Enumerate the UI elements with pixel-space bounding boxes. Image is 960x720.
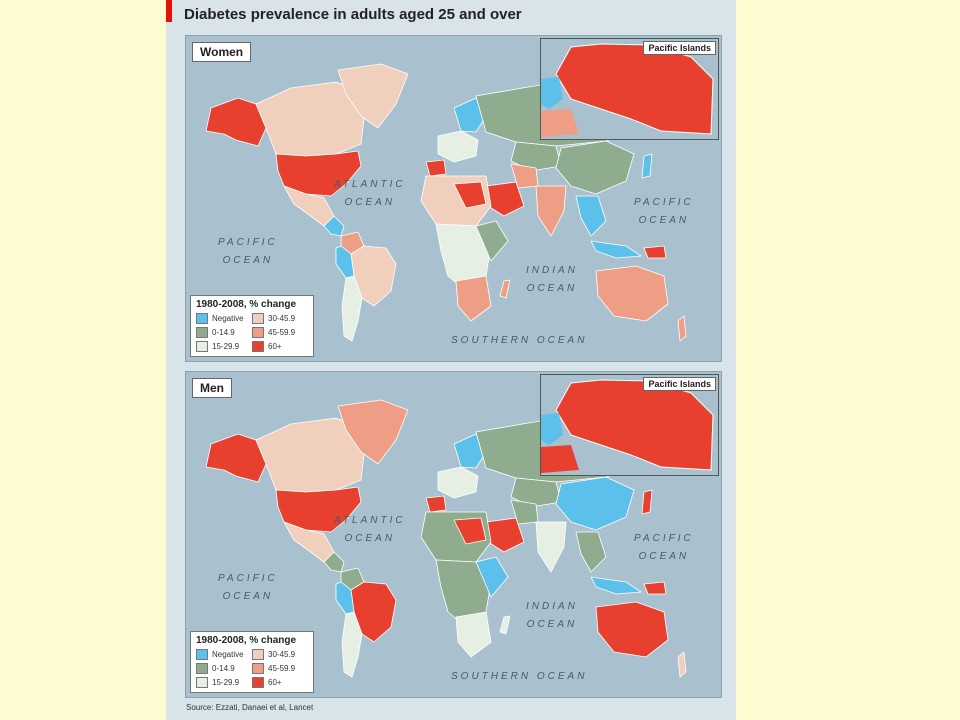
legend-item-15-29: 15-29.9 [196,341,248,352]
ocean-label-pacific-west: PACIFIC OCEAN [218,237,278,266]
region-new-zealand [677,651,687,678]
ocean-label-pacific-west: PACIFIC OCEAN [218,573,278,602]
region-central-america [323,551,345,573]
region-canada [255,417,369,493]
inset-map-women [541,43,714,137]
region-madagascar [499,615,511,635]
region-australia [595,601,669,658]
region-southern-cone [341,275,363,342]
legend-item-0-14: 0-14.9 [196,327,248,338]
region-central-america [323,215,345,237]
region-china [555,140,635,195]
region-southern-africa [455,275,492,322]
region-east-africa [475,556,509,598]
region-japan [641,489,653,515]
region-southern-africa [455,611,492,658]
region-alaska [205,97,267,147]
region-southeast-asia [575,531,607,573]
region-northern-europe [453,433,487,469]
ocean-label-indian: INDIAN OCEAN [526,601,578,630]
inset-australia-shape [541,109,579,137]
legend-item-45-59: 45-59.9 [252,663,304,674]
legend-men: 1980-2008, % change Negative 30-45.9 0-1… [190,631,314,693]
region-iberia [425,495,447,513]
region-india [535,185,567,237]
region-usa [275,150,362,197]
legend-title: 1980-2008, % change [196,299,297,310]
panel-label-men: Men [192,378,232,398]
region-indonesia [590,576,642,595]
region-greenland [337,63,409,129]
inset-asia-shape [541,77,563,109]
region-western-europe [437,130,479,163]
region-east-africa [475,220,509,262]
region-western-europe [437,466,479,499]
legend-item-45-59: 45-59.9 [252,327,304,338]
region-australia [595,265,669,322]
region-northern-europe [453,97,487,133]
legend-item-0-14: 0-14.9 [196,663,248,674]
region-libya-egypt [453,181,487,209]
legend-item-30-45: 30-45.9 [252,313,304,324]
inset-label-men: Pacific Islands [643,377,716,391]
legend-item-60-plus: 60+ [252,341,304,352]
legend-item-30-45: 30-45.9 [252,649,304,660]
region-central-asia [510,477,562,508]
region-indonesia [590,240,642,259]
inset-pacific-islands-women: Pacific Islands [540,38,719,140]
region-southeast-asia [575,195,607,237]
inset-australia-shape [541,445,579,473]
region-india [535,521,567,573]
ocean-label-pacific-east: PACIFIC OCEAN [634,197,694,226]
inset-label-women: Pacific Islands [643,41,716,55]
region-japan [641,153,653,179]
region-southern-cone [341,611,363,678]
source-note: Source: Ezzati, Danaei et al, Lancet [186,703,314,712]
inset-islands-shape [555,43,714,135]
region-libya-egypt [453,517,487,545]
region-new-zealand [677,315,687,342]
region-greenland [337,399,409,465]
region-papua [643,245,667,259]
legend-item-negative: Negative [196,649,248,660]
inset-map-men [541,379,714,473]
ocean-label-atlantic: ATLANTIC OCEAN [334,515,406,544]
panel-label-women: Women [192,42,252,62]
region-alaska [205,433,267,483]
region-iberia [425,159,447,177]
legend-title: 1980-2008, % change [196,635,297,646]
region-usa [275,486,362,533]
inset-islands-shape [555,379,714,471]
ocean-label-pacific-east: PACIFIC OCEAN [634,533,694,562]
region-papua [643,581,667,595]
inset-pacific-islands-men: Pacific Islands [540,374,719,476]
inset-asia-shape [541,413,563,445]
legend-item-60-plus: 60+ [252,677,304,688]
legend-women: 1980-2008, % change Negative 30-45.9 0-1… [190,295,314,357]
legend-item-15-29: 15-29.9 [196,677,248,688]
region-canada [255,81,369,157]
accent-bar [166,0,172,22]
region-china [555,476,635,531]
figure-title: Diabetes prevalence in adults aged 25 an… [184,6,522,23]
region-madagascar [499,279,511,299]
ocean-label-indian: INDIAN OCEAN [526,265,578,294]
ocean-label-southern: SOUTHERN OCEAN [451,335,588,346]
legend-item-negative: Negative [196,313,248,324]
map-panel-men: Pacific Islands Men ATLANTIC OCEAN PACIFI… [185,371,722,698]
ocean-label-atlantic: ATLANTIC OCEAN [334,179,406,208]
map-panel-women: Pacific Islands Women ATLANTIC OCEAN PACI… [185,35,722,362]
ocean-label-southern: SOUTHERN OCEAN [451,671,588,682]
region-central-asia [510,141,562,172]
